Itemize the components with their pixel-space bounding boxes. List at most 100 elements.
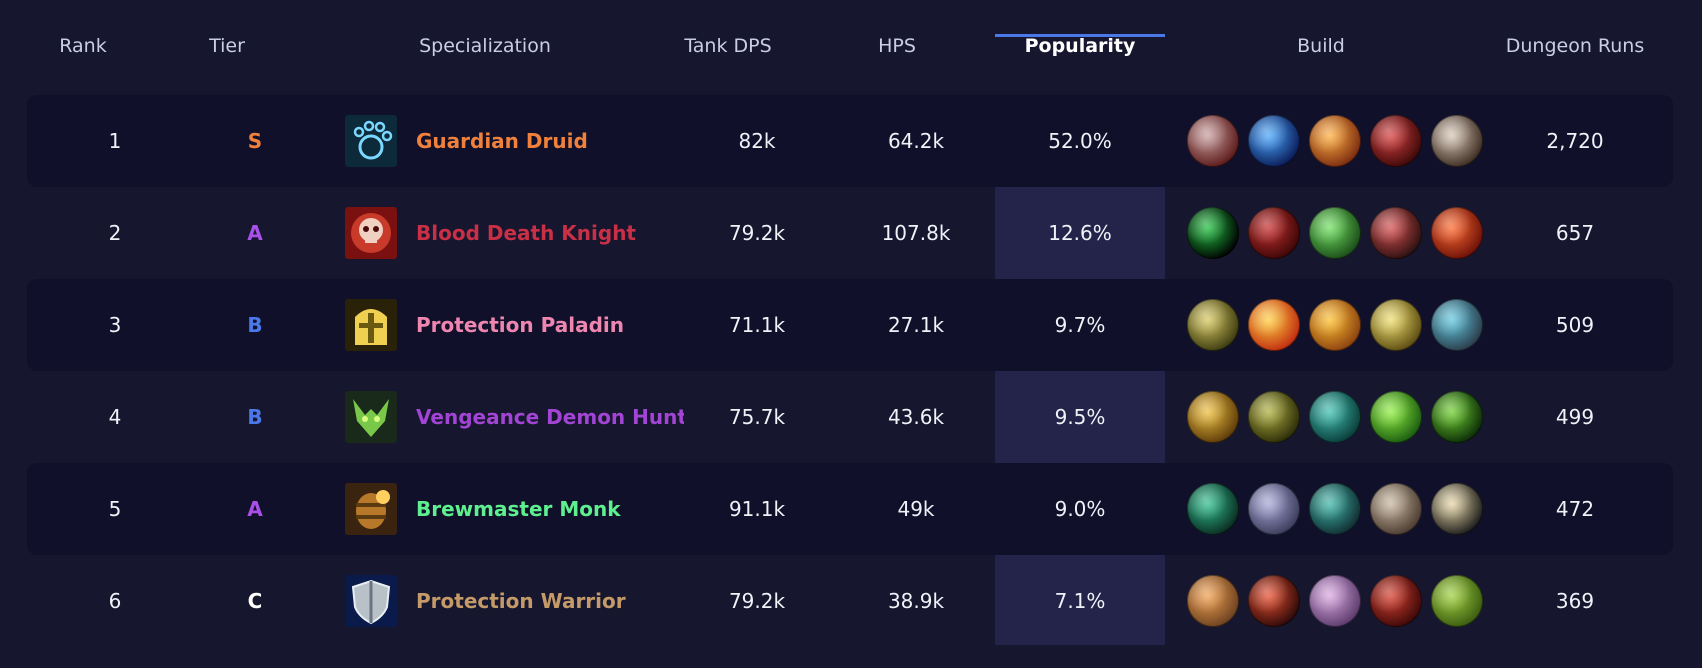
bear-paw-icon (345, 115, 397, 167)
build-talents (1187, 575, 1483, 627)
stone-mask-icon[interactable] (1370, 483, 1422, 535)
table-row[interactable]: 6 C Protection Warrior 79.2k 38.9k 7.1% … (27, 555, 1673, 647)
dungeon-runs-value: 2,720 (1546, 129, 1604, 153)
holy-pillar-icon[interactable] (1248, 299, 1300, 351)
blood-skull-icon (345, 207, 397, 259)
holy-burst-icon[interactable] (1309, 299, 1361, 351)
talon-icon[interactable] (1431, 115, 1483, 167)
fel-spiral-icon[interactable] (1370, 391, 1422, 443)
header-tank-dps[interactable]: Tank DPS (684, 35, 772, 57)
shield-rune-icon[interactable] (1431, 299, 1483, 351)
rage-demon-icon[interactable] (1370, 575, 1422, 627)
green-skull-icon[interactable] (1309, 207, 1361, 259)
tank-dps-value: 79.2k (728, 221, 786, 245)
blood-blade-icon[interactable] (1370, 207, 1422, 259)
hps-value: 64.2k (887, 129, 945, 153)
golden-sigil-icon[interactable] (1187, 391, 1239, 443)
shatter-icon[interactable] (1248, 575, 1300, 627)
fel-demon-icon[interactable] (1431, 391, 1483, 443)
header-dungeon-runs[interactable]: Dungeon Runs (1505, 35, 1645, 57)
spec-name-link[interactable]: Vengeance Demon Hunter (416, 405, 684, 429)
header-tier[interactable]: Tier (209, 35, 245, 57)
tier-badge: B (247, 405, 263, 429)
tank-dps-value: 79.2k (728, 589, 786, 613)
tank-dps-value: 91.1k (728, 497, 786, 521)
popularity-value: 9.7% (1054, 313, 1106, 337)
hps-value: 43.6k (887, 405, 945, 429)
build-talents (1187, 483, 1483, 535)
dungeon-runs-value: 472 (1555, 497, 1595, 521)
table-row[interactable]: 4 B Vengeance Demon Hunter 75.7k 43.6k 9… (27, 371, 1673, 463)
dungeon-runs-value: 657 (1555, 221, 1595, 245)
build-talents (1187, 391, 1483, 443)
header-rank[interactable]: Rank (59, 35, 107, 57)
banshee-icon[interactable] (1309, 575, 1361, 627)
tier-badge: S (247, 129, 263, 153)
claw-slash-icon[interactable] (1187, 115, 1239, 167)
rank-value: 1 (108, 129, 122, 153)
hps-value: 38.9k (887, 589, 945, 613)
hps-value: 107.8k (881, 221, 951, 245)
demon-mask-icon[interactable] (1248, 391, 1300, 443)
rank-value: 5 (108, 497, 122, 521)
lion-icon[interactable] (1187, 299, 1239, 351)
popularity-value: 9.0% (1054, 497, 1106, 521)
popularity-value: 9.5% (1054, 405, 1106, 429)
header-hps[interactable]: HPS (878, 35, 916, 57)
build-talents (1187, 299, 1483, 351)
helm-icon[interactable] (1370, 299, 1422, 351)
demon-horns-icon (345, 391, 397, 443)
tier-badge: A (247, 497, 263, 521)
dungeon-runs-value: 369 (1555, 589, 1595, 613)
jade-swirl-icon[interactable] (1187, 483, 1239, 535)
tier-badge: C (247, 589, 263, 613)
heart-flame-icon[interactable] (1431, 207, 1483, 259)
header-specialization[interactable]: Specialization (419, 35, 551, 57)
tier-badge: A (247, 221, 263, 245)
hps-value: 49k (897, 497, 935, 521)
rank-value: 4 (108, 405, 122, 429)
spec-name-link[interactable]: Blood Death Knight (416, 221, 636, 245)
tank-dps-value: 71.1k (728, 313, 786, 337)
header-build[interactable]: Build (1297, 35, 1345, 57)
table-row[interactable]: 1 S Guardian Druid 82k 64.2k 52.0% 2,720 (27, 95, 1673, 187)
spec-name-link[interactable]: Protection Paladin (416, 313, 624, 337)
dungeon-runs-value: 509 (1555, 313, 1595, 337)
table-row[interactable]: 3 B Protection Paladin 71.1k 27.1k 9.7% … (27, 279, 1673, 371)
wolf-head-icon[interactable] (1370, 115, 1422, 167)
build-talents (1187, 115, 1483, 167)
warrior-shield-icon (345, 575, 397, 627)
fire-charge-icon[interactable] (1309, 115, 1361, 167)
void-portal-icon[interactable] (1187, 207, 1239, 259)
round-shield-icon[interactable] (1187, 575, 1239, 627)
rank-value: 6 (108, 589, 122, 613)
spectral-wings-icon[interactable] (1309, 391, 1361, 443)
dungeon-runs-value: 499 (1555, 405, 1595, 429)
ogre-icon[interactable] (1431, 575, 1483, 627)
table-row[interactable]: 5 A Brewmaster Monk 91.1k 49k 9.0% 472 (27, 463, 1673, 555)
build-talents (1187, 207, 1483, 259)
hps-value: 27.1k (887, 313, 945, 337)
golden-helm-icon (345, 299, 397, 351)
tank-dps-value: 82k (738, 129, 776, 153)
popularity-value: 7.1% (1054, 589, 1106, 613)
popularity-value: 12.6% (1048, 221, 1112, 245)
tank-dps-value: 75.7k (728, 405, 786, 429)
blue-beam-icon[interactable] (1248, 115, 1300, 167)
spec-name-link[interactable]: Brewmaster Monk (416, 497, 621, 521)
jade-serpent-icon[interactable] (1309, 483, 1361, 535)
rank-value: 2 (108, 221, 122, 245)
tier-badge: B (247, 313, 263, 337)
brew-keg-icon (345, 483, 397, 535)
spec-name-link[interactable]: Protection Warrior (416, 589, 626, 613)
rank-value: 3 (108, 313, 122, 337)
popularity-value: 52.0% (1048, 129, 1112, 153)
header-popularity[interactable]: Popularity (995, 0, 1165, 92)
blood-orb-icon[interactable] (1248, 207, 1300, 259)
spec-name-link[interactable]: Guardian Druid (416, 129, 588, 153)
table-header: Rank Tier Specialization Tank DPS HPS Po… (0, 0, 1702, 92)
staff-strike-icon[interactable] (1248, 483, 1300, 535)
table-row[interactable]: 2 A Blood Death Knight 79.2k 107.8k 12.6… (27, 187, 1673, 279)
panda-face-icon[interactable] (1431, 483, 1483, 535)
